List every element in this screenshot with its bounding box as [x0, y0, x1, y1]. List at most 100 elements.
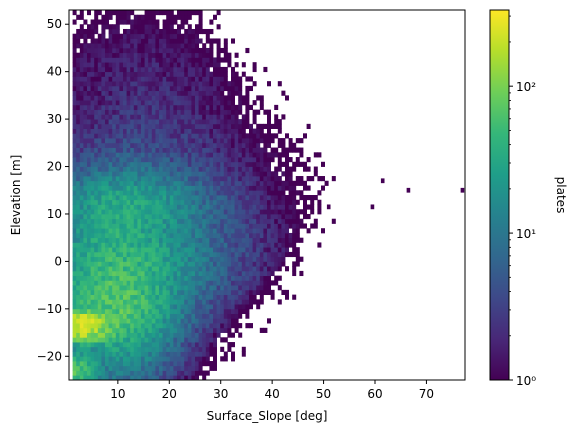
heatmap-cell: [155, 100, 160, 106]
heatmap-cell: [166, 289, 171, 296]
heatmap-cell: [72, 166, 77, 172]
heatmap-cell: [205, 33, 210, 39]
heatmap-cell: [231, 109, 235, 115]
heatmap-cell: [155, 95, 160, 101]
heatmap-cell: [259, 147, 264, 153]
heatmap-cell: [249, 147, 253, 153]
heatmap-cell: [72, 85, 77, 92]
heatmap-cell: [202, 332, 207, 338]
heatmap-cell: [159, 228, 163, 234]
heatmap-cell: [180, 104, 185, 111]
heatmap-cell: [112, 147, 117, 153]
heatmap-cell: [231, 133, 235, 139]
heatmap-cell: [94, 19, 99, 25]
heatmap-cell: [155, 195, 160, 201]
colorbar-label: plates: [554, 177, 568, 214]
heatmap-cell: [108, 157, 113, 163]
heatmap-cell: [159, 114, 163, 120]
heatmap-cell: [119, 100, 124, 106]
heatmap-cell: [141, 123, 145, 129]
heatmap-cell: [115, 38, 120, 44]
heatmap-cell: [195, 266, 199, 272]
heatmap-cell: [133, 223, 138, 229]
heatmap-cell: [238, 313, 243, 319]
heatmap-cell: [123, 285, 127, 291]
heatmap-cell: [263, 142, 268, 148]
heatmap-cell: [162, 370, 167, 376]
heatmap-cell: [148, 166, 153, 172]
heatmap-cell: [130, 71, 135, 77]
heatmap-cell: [130, 100, 135, 106]
heatmap-cell: [202, 104, 207, 111]
heatmap-cell: [195, 280, 199, 286]
heatmap-cell: [220, 304, 225, 310]
heatmap-cell: [105, 289, 109, 296]
heatmap-cell: [270, 223, 275, 229]
heatmap-cell: [155, 19, 160, 25]
heatmap-cell: [173, 109, 178, 115]
heatmap-cell: [97, 142, 102, 148]
heatmap-cell: [173, 138, 178, 144]
heatmap-cell: [130, 375, 135, 380]
heatmap-cell: [216, 109, 221, 115]
heatmap-cell: [238, 195, 243, 201]
heatmap-cell: [256, 266, 261, 272]
heatmap-cell: [162, 166, 167, 172]
heatmap-cell: [112, 71, 117, 77]
heatmap-cell: [245, 100, 250, 106]
heatmap-cell: [166, 213, 171, 220]
heatmap-cell: [184, 76, 189, 82]
heatmap-cell: [213, 251, 217, 258]
heatmap-cell: [83, 204, 88, 210]
heatmap-cell: [169, 66, 174, 73]
heatmap-cell: [159, 270, 163, 277]
heatmap-cell: [184, 280, 189, 286]
heatmap-cell: [281, 138, 286, 144]
heatmap-cell: [144, 342, 149, 348]
heatmap-cell: [313, 218, 318, 224]
heatmap-cell: [166, 57, 171, 63]
heatmap-cell: [209, 161, 214, 167]
heatmap-cell: [238, 180, 243, 186]
heatmap-cell: [105, 104, 109, 111]
heatmap-cell: [155, 337, 160, 343]
heatmap-cell: [148, 313, 153, 319]
heatmap-cell: [115, 100, 120, 106]
heatmap-cell: [87, 280, 91, 286]
heatmap-cell: [209, 123, 214, 129]
heatmap-cell: [76, 318, 81, 324]
heatmap-cell: [220, 166, 225, 172]
heatmap-cell: [205, 109, 210, 115]
heatmap-cell: [83, 365, 88, 371]
heatmap-cell: [162, 33, 167, 39]
heatmap-cell: [101, 38, 106, 44]
heatmap-cell: [76, 38, 81, 44]
heatmap-cell: [123, 365, 127, 371]
heatmap-cell: [184, 318, 189, 324]
heatmap-cell: [231, 289, 235, 296]
heatmap-cell: [220, 109, 225, 115]
heatmap-cell: [83, 346, 88, 352]
heatmap-cell: [155, 81, 160, 87]
heatmap-cell: [126, 47, 131, 54]
heatmap-cell: [151, 52, 156, 58]
heatmap-cell: [108, 365, 113, 371]
heatmap-cell: [159, 33, 163, 39]
heatmap-cell: [162, 256, 167, 262]
heatmap-cell: [90, 195, 95, 201]
heatmap-cell: [90, 294, 95, 300]
heatmap-cell: [184, 157, 189, 163]
heatmap-cell: [238, 100, 243, 106]
heatmap-cell: [108, 251, 113, 258]
heatmap-cell: [72, 242, 77, 248]
heatmap-cell: [119, 261, 124, 267]
heatmap-cell: [141, 232, 145, 239]
heatmap-cell: [151, 43, 156, 49]
heatmap-cell: [263, 223, 268, 229]
heatmap-cell: [263, 275, 268, 281]
heatmap-cell: [83, 218, 88, 224]
heatmap-cell: [159, 38, 163, 44]
heatmap-cell: [213, 285, 217, 291]
heatmap-cell: [72, 104, 77, 111]
heatmap-cell: [317, 176, 322, 182]
